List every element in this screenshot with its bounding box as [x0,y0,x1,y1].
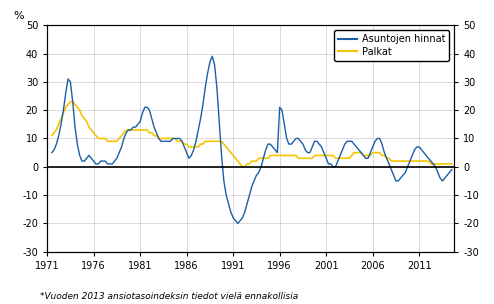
Legend: Asuntojen hinnat, Palkat: Asuntojen hinnat, Palkat [333,30,449,61]
Text: *Vuoden 2013 ansiotasoindeksin tiedot vielä ennakollisia: *Vuoden 2013 ansiotasoindeksin tiedot vi… [40,292,298,301]
Y-axis label: %: % [13,11,24,21]
